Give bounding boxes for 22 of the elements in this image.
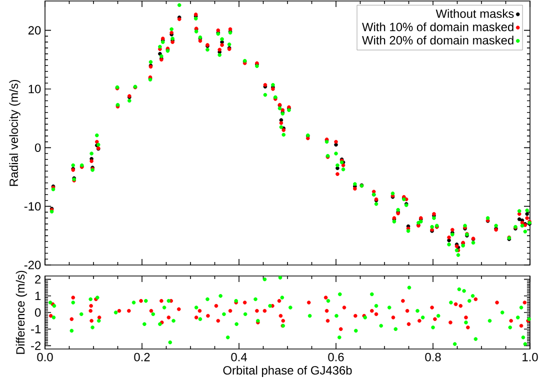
y-axis-title: Radial velocity (m/s) xyxy=(9,80,20,186)
y-tick-label: 2 xyxy=(35,275,41,284)
y-tick-label: -10 xyxy=(24,202,41,211)
x-tick-label: 1.0 xyxy=(522,352,538,362)
y-tick-label: 1 xyxy=(35,292,41,300)
y-tick-label: 20 xyxy=(28,26,41,35)
y-tick-label: 0 xyxy=(34,308,41,317)
legend-label: With 20% of domain masked xyxy=(362,36,514,44)
x-tick-label: 0.4 xyxy=(231,352,247,362)
legend-label: Without masks xyxy=(436,9,514,18)
x-tick-label: 0.8 xyxy=(425,352,441,362)
x-tick-label: 0.6 xyxy=(328,352,344,362)
y-tick-label: -1 xyxy=(31,324,41,334)
x-tick-label: 0.2 xyxy=(134,352,150,362)
y-tick-label: -20 xyxy=(24,260,41,270)
x-axis-title: Orbital phase of GJ436b xyxy=(223,366,352,377)
x-tick-label: 0.0 xyxy=(37,352,53,362)
y-tick-label: 0 xyxy=(34,143,41,152)
y-tick-label: -2 xyxy=(31,342,41,350)
y-axis-title: Difference (m/s) xyxy=(16,270,28,354)
y-tick-label: 10 xyxy=(28,84,41,94)
legend-label: With 10% of domain masked xyxy=(362,22,514,32)
